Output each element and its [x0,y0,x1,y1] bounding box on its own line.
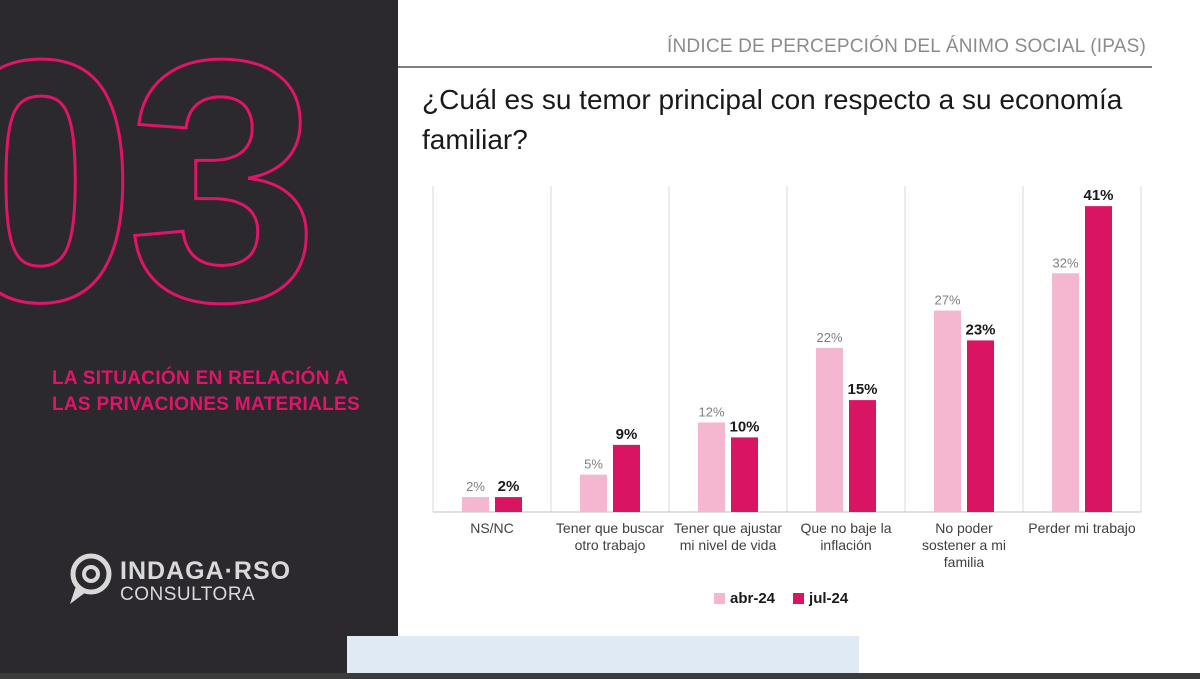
chart-question: ¿Cuál es su temor principal con respecto… [422,84,1123,155]
data-label-abr-24: 22% [816,330,842,345]
header-divider [398,66,1152,68]
brand-subtitle: CONSULTORA [120,584,256,605]
bar-abr-24 [462,497,489,512]
category-label: otro trabajo [575,537,646,553]
bar-jul-24 [967,340,994,512]
category-label: inflación [820,537,871,553]
chart-legend: abr-24 jul-24 [714,590,866,607]
data-label-abr-24: 2% [466,479,485,494]
bottom-strip [347,636,859,679]
category-label: mi nivel de vida [680,537,777,553]
data-label-abr-24: 5% [584,457,603,472]
section-panel: 03 LA SITUACIÓN EN RELACIÓN A LAS PRIVAC… [0,0,398,679]
bar-jul-24 [495,497,522,512]
bar-abr-24 [1052,273,1079,512]
speech-bubble-icon [70,553,112,604]
legend-swatch-jul [793,593,805,604]
data-label-jul-24: 10% [729,418,759,435]
data-label-jul-24: 23% [965,321,995,338]
brand-name: INDAGA·RSO [120,557,292,585]
legend-label-abr: abr-24 [730,590,776,607]
legend-item-jul: jul-24 [793,590,848,607]
section-number-graphic: 03 [0,0,322,330]
category-label: familia [944,554,985,570]
bar-abr-24 [816,347,843,512]
section-number: 03 [0,0,310,330]
bar-abr-24 [934,310,961,512]
data-label-jul-24: 15% [847,381,877,398]
bottom-bar [0,673,1200,679]
data-label-jul-24: 41% [1083,187,1113,204]
data-label-abr-24: 12% [698,404,724,419]
data-label-jul-24: 9% [616,426,638,443]
category-label: sostener a mi [922,537,1006,553]
legend-item-abr: abr-24 [714,590,775,607]
bar-jul-24 [613,444,640,512]
category-label: Tener que ajustar [674,520,783,536]
legend-swatch-abr [714,593,725,604]
category-label: No poder [935,520,993,536]
bar-abr-24 [580,474,607,512]
bar-jul-24 [731,437,758,512]
data-label-abr-24: 32% [1052,255,1078,270]
legend-label-jul: jul-24 [809,590,849,607]
category-label: Tener que buscar [556,520,665,536]
bar-abr-24 [698,422,725,512]
category-label: Perder mi trabajo [1028,520,1136,536]
category-label: NS/NC [470,520,514,536]
bar-jul-24 [849,400,876,512]
data-label-abr-24: 27% [934,293,960,308]
category-label: Que no baje la [800,520,891,536]
data-label-jul-24: 2% [498,478,520,495]
bar-jul-24 [1085,206,1112,512]
report-title: ÍNDICE DE PERCEPCIÓN DEL ÁNIMO SOCIAL (I… [667,36,1146,57]
section-title: LA SITUACIÓN EN RELACIÓN A LAS PRIVACION… [52,368,360,415]
